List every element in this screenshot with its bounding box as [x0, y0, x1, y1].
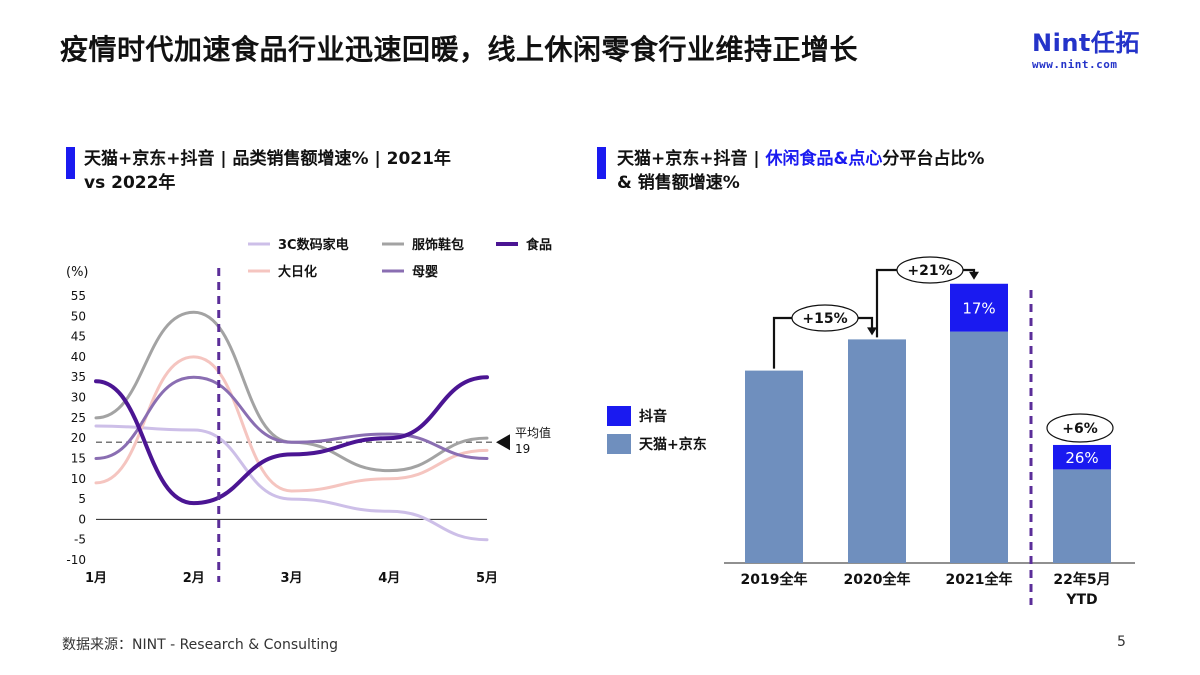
growth-label: +6% [1062, 421, 1098, 437]
y-unit-label: (%) [66, 265, 89, 280]
right-title-highlight: 休闲食品&点心 [765, 149, 883, 169]
y-tick-label: 10 [71, 472, 86, 486]
legend-swatch-douyin [607, 406, 631, 426]
bar-category-label: 2019全年 [741, 571, 808, 588]
right-title-part-c: 分平台占比% [882, 149, 985, 169]
bar-tmall-jd [950, 331, 1008, 563]
x-tick-label: 3月 [280, 571, 302, 586]
y-tick-label: 30 [71, 391, 86, 405]
y-tick-label: 45 [71, 330, 86, 344]
growth-label: +21% [907, 263, 952, 279]
growth-label: +15% [802, 311, 847, 327]
bar-share-label: 17% [962, 300, 995, 318]
legend-label: 3C数码家电 [278, 237, 349, 253]
y-tick-label: -5 [74, 533, 86, 547]
logo-url: www.nint.com [1032, 58, 1118, 71]
legend-swatch-tmall-jd [607, 434, 631, 454]
legend-label: 食品 [526, 237, 552, 253]
series-line-apparel [94, 310, 489, 473]
right-section-title: 天猫+京东+抖音 | 休闲食品&点心分平台占比% & 销售额增速% [617, 147, 984, 195]
y-tick-label: 0 [78, 512, 86, 526]
platform-share-bar-chart: 2019全年 2020全年 17% 2021全年 26% 22年5月 YTD +15% +21%… [607, 256, 1135, 608]
growth-arrow-icon [867, 327, 877, 336]
right-title-line1: 天猫+京东+抖音 | 休闲食品&点心分平台占比% [617, 147, 984, 171]
y-tick-label: 50 [71, 309, 86, 323]
left-title-line2: vs 2022年 [84, 173, 176, 193]
y-tick-label: 25 [71, 411, 86, 425]
growth-bubble [896, 256, 964, 284]
page-number: 5 [1117, 634, 1126, 650]
bar-douyin [950, 283, 1008, 332]
growth-bubble [1046, 413, 1114, 443]
left-section-marker [66, 147, 75, 179]
y-tick-label: 5 [78, 492, 86, 506]
legend-label: 服饰鞋包 [412, 237, 464, 253]
bar-share-label: 26% [1065, 449, 1098, 467]
y-tick-label: 15 [71, 451, 86, 465]
growth-arrow-icon [969, 271, 979, 280]
bar-category-label: YTD [1065, 592, 1097, 608]
bar-tmall-jd [848, 339, 906, 563]
nint-logo: Nint任拓 www.nint.com [1032, 30, 1152, 80]
y-tick-label: 20 [71, 431, 86, 445]
legend-label: 天猫+京东 [639, 436, 707, 453]
data-source: 数据来源：NINT - Research & Consulting [62, 637, 339, 653]
page-title: 疫情时代加速食品行业迅速回暖，线上休闲零食行业维持正增长 [60, 33, 859, 66]
growth-line-chart: (%) -10 -5 0 5 10 15 20 25 30 35 40 45 50 55 1月 2月 3月 4月 5月… [66, 237, 552, 586]
y-tick-label: -10 [66, 553, 86, 567]
y-tick-label: 35 [71, 370, 86, 384]
logo-name: Nint任拓 [1032, 29, 1140, 57]
y-tick-label: 40 [71, 350, 86, 364]
right-title-line2: & 销售额增速% [617, 173, 740, 193]
series-line-3c [94, 424, 489, 542]
x-tick-label: 1月 [85, 571, 107, 586]
legend-label: 母婴 [412, 264, 438, 280]
bar-category-label: 22年5月 [1053, 571, 1110, 588]
bar-tmall-jd [745, 370, 803, 563]
x-tick-label: 4月 [378, 571, 400, 586]
series-line-muying [94, 375, 489, 460]
bar-douyin [1053, 444, 1111, 470]
y-tick-label: 55 [71, 289, 86, 303]
left-section-title: 天猫+京东+抖音 | 品类销售额增速% | 2021年 vs 2022年 [84, 147, 451, 195]
left-title-line1: 天猫+京东+抖音 | 品类销售额增速% | 2021年 [84, 149, 451, 169]
bar-category-label: 2020全年 [844, 571, 911, 588]
right-section-marker [597, 147, 606, 179]
average-value: 19 [515, 442, 530, 456]
growth-bubble [791, 304, 859, 332]
x-tick-label: 5月 [476, 571, 498, 586]
x-tick-label: 2月 [183, 571, 205, 586]
legend-label: 大日化 [278, 264, 317, 280]
average-label: 平均值 [515, 425, 551, 440]
series-line-daily [94, 355, 489, 493]
average-arrow-icon [496, 434, 510, 451]
series-line-food [94, 375, 489, 506]
bar-tmall-jd [1053, 469, 1111, 563]
right-title-part-a: 天猫+京东+抖音 | [617, 149, 766, 169]
legend-label: 抖音 [639, 408, 667, 425]
bar-category-label: 2021全年 [946, 571, 1013, 588]
